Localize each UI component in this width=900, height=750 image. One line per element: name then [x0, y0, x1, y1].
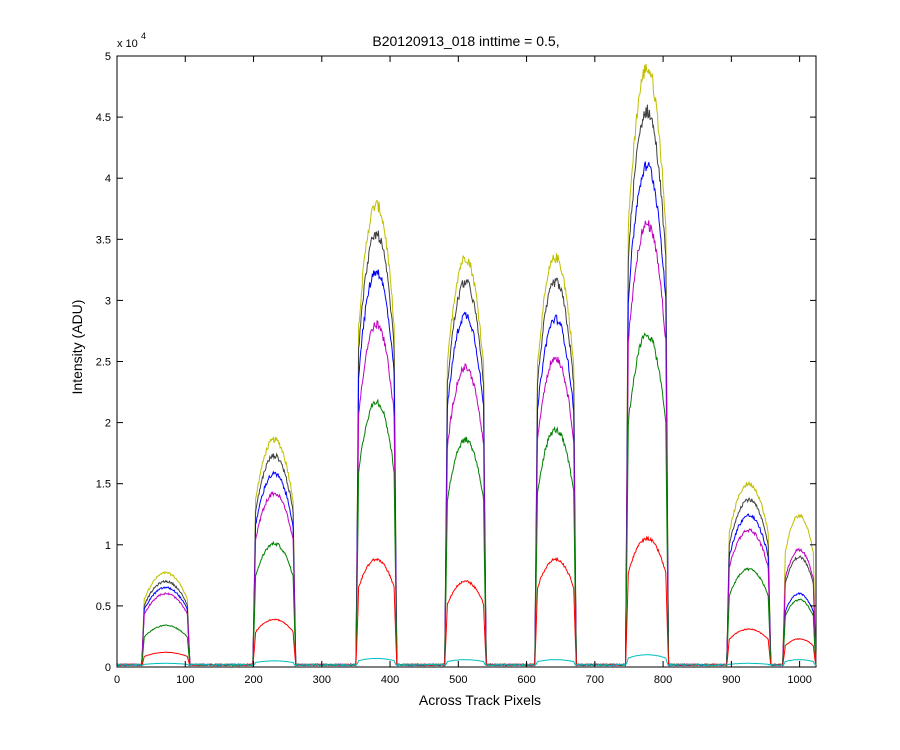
y-tick-label: 2.5	[96, 357, 111, 369]
y-axis-label: Intensity (ADU)	[69, 300, 85, 395]
x-tick-label: 700	[586, 674, 604, 686]
y-tick-label: 3	[105, 295, 111, 307]
y-exponent-power: 4	[141, 31, 146, 41]
x-tick-label: 500	[449, 674, 467, 686]
x-tick-label: 800	[654, 674, 672, 686]
x-axis-label: Across Track Pixels	[419, 692, 541, 708]
x-tick-label: 600	[517, 674, 535, 686]
x-tick-label: 400	[381, 674, 399, 686]
chart-title: B20120913_018 inttime = 0.5,	[372, 33, 559, 49]
y-tick-label: 4.5	[96, 112, 111, 124]
y-tick-label: 2	[105, 418, 111, 430]
axes: 0 100 200 300 400 500 600 700 800 900 1000 0 0.5 1 1.5…	[96, 51, 816, 686]
y-tick-label: 0.5	[96, 601, 111, 613]
y-exponent-base: x 10	[117, 38, 138, 50]
x-tick-label: 100	[176, 674, 194, 686]
x-tick-label: 0	[114, 674, 120, 686]
x-tick-label: 300	[313, 674, 331, 686]
y-tick-label: 3.5	[96, 234, 111, 246]
y-tick-label: 1	[105, 540, 111, 552]
y-tick-label: 5	[105, 51, 111, 63]
x-tick-label: 900	[722, 674, 740, 686]
x-tick-label: 1000	[787, 674, 811, 686]
y-tick-label: 4	[105, 173, 111, 185]
x-tick-label: 200	[244, 674, 262, 686]
plot-lines	[116, 63, 817, 668]
plot-area	[116, 55, 817, 668]
series-line	[116, 654, 817, 667]
y-tick-label: 1.5	[96, 479, 111, 491]
y-tick-label: 0	[105, 662, 111, 674]
